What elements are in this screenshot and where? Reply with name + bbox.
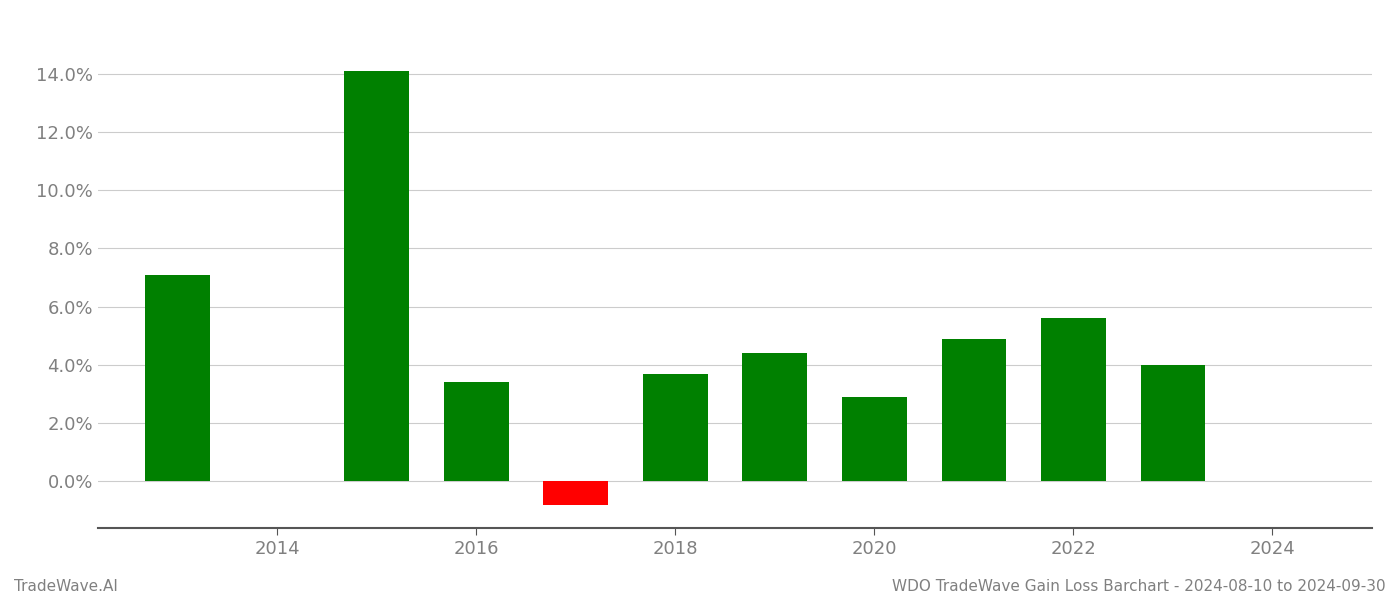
Bar [1042,319,1106,481]
Bar [742,353,808,481]
Text: TradeWave.AI: TradeWave.AI [14,579,118,594]
Bar [942,339,1007,481]
Bar [643,374,707,481]
Bar [1141,365,1205,481]
Bar [344,71,409,481]
Bar [543,481,608,505]
Text: WDO TradeWave Gain Loss Barchart - 2024-08-10 to 2024-09-30: WDO TradeWave Gain Loss Barchart - 2024-… [892,579,1386,594]
Bar [146,275,210,481]
Bar [841,397,907,481]
Bar [444,382,508,481]
